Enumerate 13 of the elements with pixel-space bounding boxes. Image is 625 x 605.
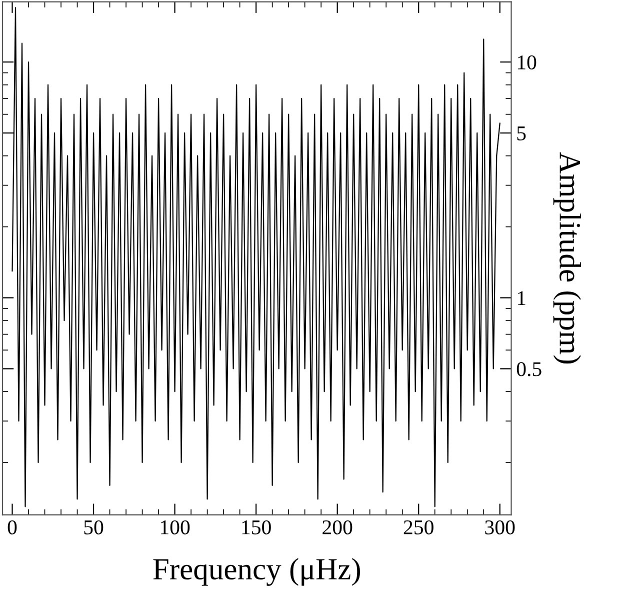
x-tick-label: 0 bbox=[8, 520, 17, 534]
x-tick-label: 100 bbox=[161, 520, 190, 534]
x-tick-label: 200 bbox=[322, 520, 352, 534]
x-tick-label: 150 bbox=[242, 520, 271, 534]
x-tick-label: 50 bbox=[84, 520, 104, 534]
y-tick-label: 0.5 bbox=[516, 362, 542, 376]
x-axis-title: Frequency (μHz) bbox=[153, 558, 360, 586]
y-tick-label: 1 bbox=[518, 291, 526, 305]
y-tick-label: 10 bbox=[518, 55, 536, 70]
x-tick-label: 250 bbox=[404, 520, 434, 534]
y-tick-label: 5 bbox=[517, 126, 526, 140]
x-tick-label: 300 bbox=[485, 520, 515, 534]
y-axis-title: Amplitude (ppm) bbox=[553, 152, 582, 364]
